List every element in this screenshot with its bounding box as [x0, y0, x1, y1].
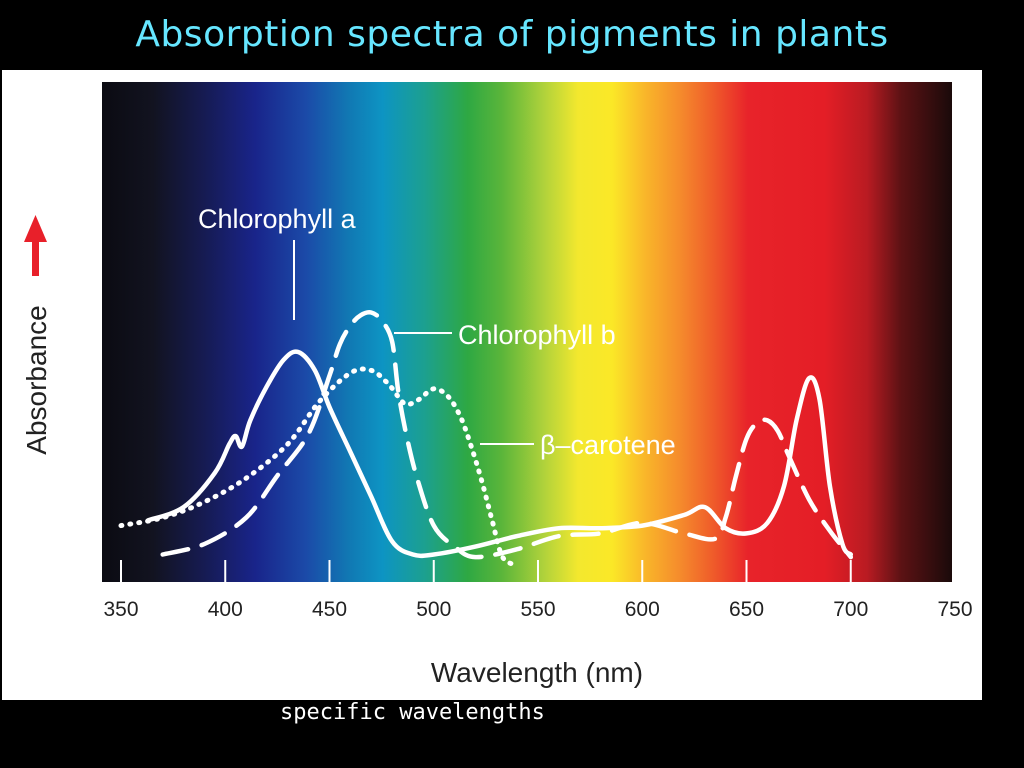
x-tick-label: 500	[416, 598, 451, 621]
label-layer: Chlorophyll a Chlorophyll b β–carotene	[198, 204, 676, 460]
x-tick-label: 650	[729, 598, 764, 621]
x-tick-label: 450	[312, 598, 347, 621]
series-line-2	[118, 366, 520, 568]
figure-panel: 350 400 450 500 550 600 650 700 750 Wavelength (…	[2, 70, 982, 700]
slide-caption: specific wavelengths	[280, 700, 545, 725]
slide-title: Absorption spectra of pigments in plants	[135, 14, 889, 55]
x-axis-title: Wavelength (nm)	[431, 657, 643, 688]
x-axis: 350 400 450 500 550 600 650 700 750	[103, 560, 973, 621]
up-arrow-icon	[24, 215, 47, 276]
x-tick-label: 400	[208, 598, 243, 621]
x-tick-label: 350	[103, 598, 138, 621]
series-line-1	[160, 309, 854, 560]
series-layer	[118, 309, 854, 568]
x-tick-label: 600	[625, 598, 660, 621]
x-tick-label: 700	[833, 598, 868, 621]
absorption-chart: 350 400 450 500 550 600 650 700 750 Wavelength (…	[21, 82, 973, 688]
series-label-2: β–carotene	[540, 430, 676, 460]
y-axis-title: Absorbance	[21, 305, 52, 454]
x-tick-label: 750	[937, 598, 972, 621]
x-tick-label: 550	[520, 598, 555, 621]
series-label-1: Chlorophyll b	[458, 320, 616, 350]
series-label-0: Chlorophyll a	[198, 204, 357, 234]
